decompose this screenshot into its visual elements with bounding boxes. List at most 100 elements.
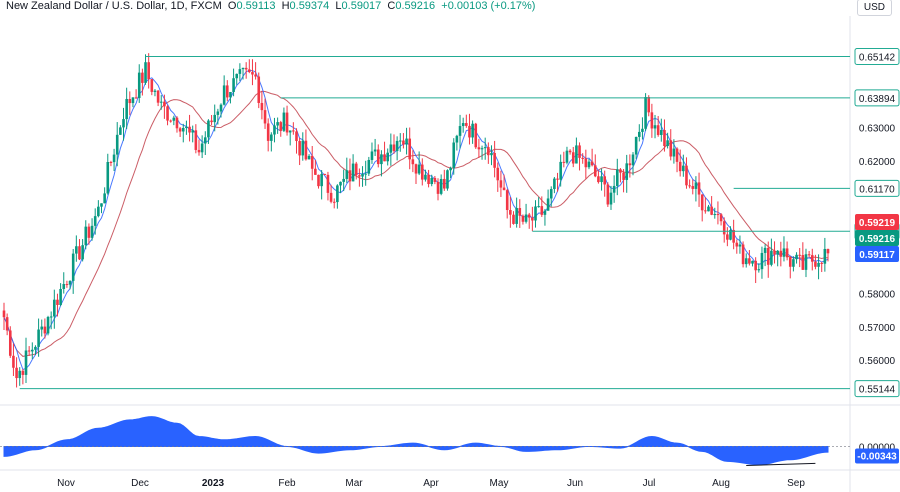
candle-body xyxy=(675,148,679,162)
x-axis-tick-label: Mar xyxy=(345,478,363,489)
candle-body xyxy=(814,261,817,267)
ohlc-header: New Zealand Dollar / U.S. Dollar, 1D, FX… xyxy=(6,0,535,12)
candle-body xyxy=(534,206,537,221)
candle-body xyxy=(345,170,349,179)
candle-body xyxy=(100,203,103,207)
candle-body xyxy=(430,177,434,185)
candle-body xyxy=(515,208,518,224)
high-label: H xyxy=(281,0,290,12)
candle-body xyxy=(292,130,295,132)
candle-body xyxy=(115,134,119,155)
candle-body xyxy=(147,62,150,80)
candle-body xyxy=(499,180,503,188)
candle-body xyxy=(134,97,138,99)
candle-body xyxy=(213,114,217,123)
candle-body xyxy=(304,140,308,160)
open-label: O xyxy=(227,0,237,12)
candle-body xyxy=(603,176,607,185)
candle-body xyxy=(678,161,682,172)
candle-body xyxy=(427,174,430,185)
candle-body xyxy=(68,280,72,285)
candle-body xyxy=(763,247,767,253)
candle-body xyxy=(314,168,317,175)
candle-body xyxy=(131,97,135,104)
candle-body xyxy=(622,172,625,180)
oscillator-last-value-label: -0.00343 xyxy=(857,451,897,462)
candle-body xyxy=(348,170,352,182)
candle-body xyxy=(823,248,827,264)
high-value: 0.59374 xyxy=(289,0,330,12)
oscillator-zero-label: 0.00000 xyxy=(859,442,896,453)
candle-body xyxy=(31,349,34,352)
candle-body xyxy=(56,299,59,305)
candle-body xyxy=(518,208,522,216)
candle-body xyxy=(59,288,62,305)
price-tag-box xyxy=(855,214,899,230)
candle-body xyxy=(326,174,330,193)
candle-body xyxy=(27,350,31,352)
candle-body xyxy=(279,122,283,131)
candle-body xyxy=(46,316,50,334)
candle-body xyxy=(634,136,638,155)
open-value: 0.59113 xyxy=(236,0,276,12)
candle-body xyxy=(549,189,553,199)
candle-body xyxy=(480,148,484,150)
candle-body xyxy=(788,257,792,267)
price-line-label: 0.63894 xyxy=(859,94,896,105)
candle-body xyxy=(229,91,232,98)
candle-body xyxy=(782,248,786,257)
price-line-label: 0.55144 xyxy=(859,385,896,396)
candle-body xyxy=(612,185,616,193)
candle-body xyxy=(801,255,805,270)
low-label: L xyxy=(335,0,342,12)
candle-body xyxy=(436,181,440,194)
candle-body xyxy=(641,128,644,132)
candle-body xyxy=(235,73,239,79)
candle-body xyxy=(512,214,515,224)
candle-body xyxy=(5,317,9,331)
candle-body xyxy=(697,182,701,195)
candle-body xyxy=(553,178,556,190)
candle-body xyxy=(210,120,213,123)
candle-body xyxy=(741,244,745,265)
x-axis-tick-label: Aug xyxy=(712,478,730,489)
candle-body xyxy=(153,90,157,92)
price-tag-label: 0.59216 xyxy=(859,234,896,245)
candle-body xyxy=(414,164,418,174)
candle-body xyxy=(15,367,18,379)
candle-body xyxy=(593,165,597,177)
candle-body xyxy=(137,72,141,99)
candle-body xyxy=(417,164,421,174)
candle-body xyxy=(254,74,257,77)
candle-body xyxy=(461,123,465,127)
candle-body xyxy=(260,102,264,111)
candle-body xyxy=(207,120,210,138)
candle-body xyxy=(2,310,6,318)
candle-body xyxy=(666,140,669,147)
candle-body xyxy=(232,78,235,92)
candle-body xyxy=(389,144,393,153)
candle-body xyxy=(185,126,188,128)
candle-body xyxy=(826,248,830,254)
x-axis-tick-label: May xyxy=(490,478,509,489)
y-axis-tick-label: 0.56000 xyxy=(859,356,896,367)
candle-body xyxy=(141,72,144,83)
candle-body xyxy=(729,229,732,240)
price-line-label-box xyxy=(854,179,900,197)
candle-body xyxy=(225,85,229,98)
candle-body xyxy=(351,163,355,182)
candle-body xyxy=(653,125,657,129)
currency-button[interactable]: USD xyxy=(856,0,892,16)
candle-body xyxy=(307,155,311,160)
candle-body xyxy=(248,69,251,73)
x-axis-tick-label: Jul xyxy=(643,478,656,489)
candle-body xyxy=(329,192,333,202)
candle-body xyxy=(527,214,531,218)
candle-body xyxy=(361,173,364,177)
candle-body xyxy=(449,167,452,171)
candle-body xyxy=(370,151,374,160)
candle-body xyxy=(34,346,37,350)
candle-body xyxy=(263,110,267,124)
candle-body xyxy=(760,252,764,270)
